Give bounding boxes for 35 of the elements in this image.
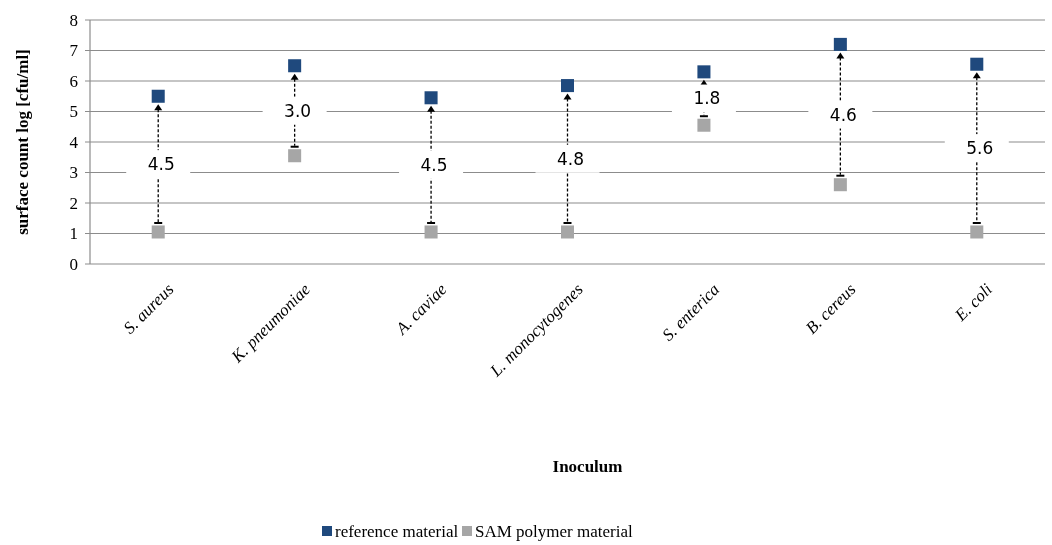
point (833, 178, 847, 192)
annotation: 4.6 (829, 104, 857, 125)
point (288, 149, 302, 163)
y-tick-label: 2 (69, 193, 78, 213)
point (151, 89, 165, 103)
y-tick-label: 3 (69, 163, 78, 183)
annotation: 4.5 (147, 154, 175, 175)
x-axis-title: Inoculum (552, 457, 623, 476)
point (424, 225, 438, 239)
point (833, 37, 847, 51)
annotation: 1.8 (693, 88, 721, 109)
point (697, 65, 711, 79)
y-tick-label: 0 (69, 254, 78, 274)
y-tick-label: 4 (69, 132, 79, 152)
point (151, 225, 165, 239)
annotation: 4.5 (420, 154, 448, 175)
point (424, 91, 438, 105)
y-tick-label: 8 (69, 10, 78, 30)
point (560, 79, 575, 93)
annotation: 4.8 (556, 148, 585, 169)
legend-label: reference material (335, 522, 459, 541)
annotation: 3.0 (284, 100, 312, 121)
y-tick-label: 7 (69, 41, 79, 61)
legend-label: SAM polymer material (475, 522, 633, 541)
y-axis-title: surface count log [cfu/ml] (13, 49, 32, 235)
annotation: 5.6 (966, 138, 994, 159)
y-tick-label: 5 (69, 102, 78, 122)
point (970, 225, 984, 239)
y-tick-label: 6 (69, 71, 78, 91)
point (697, 118, 711, 132)
x-tick-label: E. coli (950, 279, 997, 326)
point (288, 59, 302, 73)
point (970, 57, 984, 71)
point (560, 225, 575, 239)
y-tick-label: 1 (69, 224, 78, 244)
